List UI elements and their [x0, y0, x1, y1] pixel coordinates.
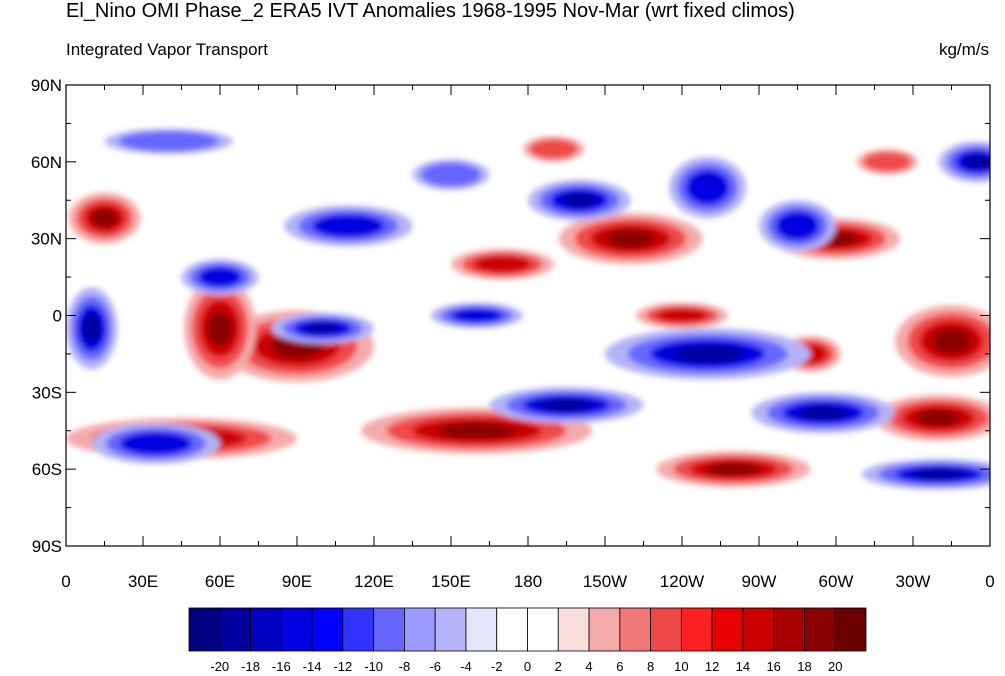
anomaly-region-negative	[91, 423, 221, 465]
colorbar-swatch	[588, 607, 621, 652]
x-tick-label: 30E	[128, 572, 158, 591]
colorbar-label: -14	[303, 659, 322, 674]
colorbar-label: -20	[210, 659, 229, 674]
colorbar-label: -12	[333, 659, 352, 674]
anomaly-region-negative	[759, 200, 836, 252]
colorbar-swatch	[527, 607, 559, 652]
anomaly-region-positive	[656, 451, 811, 488]
colorbar-label: -4	[460, 659, 472, 674]
anomaly-region-negative	[430, 302, 523, 329]
colorbar-swatch	[373, 607, 405, 652]
y-tick-label: 30S	[32, 383, 62, 402]
colorbar-swatch	[742, 607, 775, 652]
colorbar-swatch	[342, 607, 375, 652]
x-tick-label: 120W	[660, 572, 704, 591]
x-tick-label: 120E	[354, 572, 394, 591]
colorbar-swatch	[280, 607, 313, 652]
anomaly-region-positive	[874, 394, 990, 441]
colorbar-swatch	[404, 607, 436, 652]
anomaly-region-positive	[522, 136, 585, 162]
colorbar-label: -18	[241, 659, 260, 674]
colorbar-swatch	[804, 607, 836, 652]
colorbar-label: 18	[797, 659, 811, 674]
colorbar-swatch	[219, 607, 251, 652]
anomaly-region-positive	[856, 149, 919, 175]
colorbar-label: -16	[272, 659, 291, 674]
anomaly-region-negative	[284, 205, 413, 247]
colorbar-label: 0	[524, 659, 531, 674]
y-tick-label: 90N	[31, 76, 62, 95]
anomaly-field	[66, 85, 990, 546]
anomaly-region-positive	[68, 192, 141, 244]
anomaly-region-negative	[528, 179, 631, 221]
anomaly-region-positive	[895, 305, 990, 377]
colorbar-swatch	[773, 607, 805, 652]
colorbar-swatch	[834, 607, 867, 652]
anomaly-region-negative	[669, 156, 747, 219]
colorbar-label: 16	[766, 659, 780, 674]
colorbar-label: 10	[674, 659, 688, 674]
colorbar-swatch	[188, 607, 221, 652]
y-tick-label: 30N	[31, 230, 62, 249]
y-tick-label: 0	[53, 307, 62, 326]
colorbar-label: 20	[828, 659, 842, 674]
colorbar-swatch	[619, 607, 651, 652]
colorbar-label: -10	[364, 659, 383, 674]
anomaly-region-negative	[104, 128, 233, 155]
anomaly-region-negative	[412, 159, 490, 191]
colorbar-swatch	[557, 607, 590, 652]
anomaly-region-positive	[451, 248, 554, 280]
x-tick-label: 90E	[282, 572, 312, 591]
colorbar-label: 6	[616, 659, 623, 674]
x-tick-label: 150E	[431, 572, 471, 591]
chart-units: kg/m/s	[938, 40, 989, 59]
anomaly-region-positive	[558, 213, 703, 265]
x-tick-label: 60E	[205, 572, 235, 591]
x-tick-label: 180	[514, 572, 542, 591]
axis-ticks: 90N 60N 30N 0 30S 60S 90S 0 30E 60E 90E 120E 150E 180…	[31, 76, 995, 591]
colorbar-swatch	[650, 607, 682, 652]
colorbar-swatch	[680, 607, 713, 652]
colorbar: -20 -18 -16 -14 -12 -10 -8 -6 -4 -2 0 2 4 6 8 10 12 14 16 1…	[188, 607, 867, 674]
colorbar-swatch	[434, 607, 467, 652]
colorbar-label: -8	[399, 659, 411, 674]
chart-left-subtitle: Integrated Vapor Transport	[66, 40, 268, 59]
colorbar-swatch	[711, 607, 744, 652]
x-tick-label: 30W	[896, 572, 931, 591]
colorbar-swatch	[496, 607, 528, 652]
colorbar-swatch	[250, 607, 282, 652]
y-tick-label: 60S	[32, 460, 62, 479]
x-tick-label: 90W	[742, 572, 777, 591]
x-tick-label: 150W	[583, 572, 627, 591]
colorbar-label: 12	[705, 659, 719, 674]
y-tick-label: 90S	[32, 537, 62, 556]
anomaly-region-negative	[66, 287, 118, 370]
anomaly-region-negative	[751, 392, 896, 434]
colorbar-label: 8	[647, 659, 654, 674]
colorbar-label: 2	[555, 659, 562, 674]
anomaly-region-negative	[861, 458, 990, 490]
anomaly-region-positive	[184, 277, 256, 380]
anomaly-region-positive	[635, 302, 729, 329]
y-tick-label: 60N	[31, 153, 62, 172]
anomaly-region-negative	[271, 312, 374, 344]
anomaly-region-negative	[938, 141, 990, 183]
colorbar-label: 4	[585, 659, 592, 674]
anomaly-region-negative	[489, 387, 644, 424]
colorbar-label: -6	[429, 659, 441, 674]
colorbar-swatch	[465, 607, 498, 652]
colorbar-swatch	[311, 607, 344, 652]
x-tick-label: 0	[61, 572, 70, 591]
colorbar-label: 14	[736, 659, 750, 674]
colorbar-label: -2	[491, 659, 503, 674]
x-tick-label: 0	[985, 572, 994, 591]
x-tick-label: 60W	[819, 572, 854, 591]
chart-title: El_Nino OMI Phase_2 ERA5 IVT Anomalies 1…	[66, 0, 795, 22]
anomaly-region-negative	[181, 259, 259, 296]
anomaly-region-negative	[605, 328, 811, 380]
